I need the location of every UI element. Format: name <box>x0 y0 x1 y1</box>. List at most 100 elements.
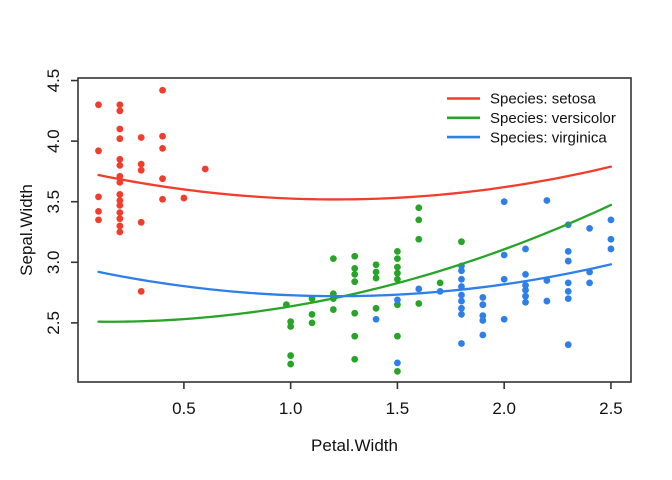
y-tick-label: 3.5 <box>44 190 63 214</box>
data-point <box>351 271 359 278</box>
data-point <box>394 367 401 375</box>
data-point <box>586 279 593 287</box>
data-point <box>372 304 380 312</box>
series-points-2 <box>372 197 615 367</box>
data-point <box>607 216 615 224</box>
x-tick-label: 1.5 <box>386 399 410 418</box>
y-axis-title: Sepal.Width <box>17 184 36 276</box>
data-point <box>159 86 166 94</box>
data-point <box>394 359 401 367</box>
legend-item-1: Species: versicolor <box>447 110 616 127</box>
data-point <box>116 155 124 163</box>
data-point <box>479 331 487 339</box>
data-point <box>116 101 124 109</box>
data-point <box>329 255 337 263</box>
data-point <box>201 165 209 173</box>
data-point <box>479 317 487 324</box>
y-tick-label: 2.5 <box>44 311 63 335</box>
fit-curve-0 <box>97 165 613 201</box>
data-point <box>458 267 465 275</box>
data-point <box>522 271 529 278</box>
data-point <box>394 247 401 255</box>
data-point <box>351 278 359 286</box>
legend-label: Species: virginica <box>490 129 607 146</box>
data-point <box>564 341 572 349</box>
data-point <box>479 312 487 320</box>
data-point <box>607 235 615 243</box>
data-point <box>564 295 572 303</box>
x-tick-label: 2.5 <box>599 399 623 418</box>
data-point <box>458 310 465 318</box>
data-point <box>564 257 572 265</box>
data-point <box>137 160 145 168</box>
data-point <box>137 287 145 295</box>
data-point <box>180 194 188 202</box>
data-point <box>479 301 487 309</box>
data-point <box>543 297 551 305</box>
data-point <box>522 286 529 294</box>
data-point <box>159 175 166 183</box>
x-tick-label: 1.0 <box>279 399 303 418</box>
data-point <box>522 281 529 289</box>
data-point <box>458 297 465 305</box>
data-point <box>394 296 401 304</box>
plot-border <box>77 77 632 383</box>
data-point <box>415 285 423 293</box>
data-point <box>95 101 102 109</box>
data-point <box>458 283 465 290</box>
data-point <box>329 306 337 313</box>
data-point <box>586 224 593 232</box>
data-point <box>372 315 380 323</box>
data-point <box>436 279 444 287</box>
data-point <box>500 198 508 206</box>
data-point <box>522 298 529 306</box>
data-point <box>607 245 615 253</box>
data-point <box>159 144 166 152</box>
data-point <box>394 301 401 309</box>
data-point <box>116 201 124 209</box>
fit-curve-2 <box>97 263 613 298</box>
data-point <box>351 355 359 363</box>
data-point <box>287 318 295 326</box>
legend-label: Species: setosa <box>490 91 597 108</box>
data-point <box>287 323 295 330</box>
data-point <box>95 147 102 155</box>
series-points-1 <box>282 204 465 375</box>
data-point <box>564 247 572 255</box>
data-point <box>500 251 508 259</box>
data-point <box>116 125 124 133</box>
data-point <box>458 291 465 299</box>
data-point <box>287 352 295 359</box>
data-point <box>351 264 359 272</box>
x-axis-title: Petal.Width <box>311 436 398 455</box>
data-point <box>372 274 380 282</box>
data-point <box>137 166 145 174</box>
data-point <box>522 245 529 253</box>
data-point <box>394 263 401 271</box>
data-point <box>415 204 423 212</box>
legend-label: Species: versicolor <box>490 110 616 127</box>
data-point <box>159 195 166 203</box>
data-point <box>564 287 572 295</box>
data-point <box>415 300 423 307</box>
data-point <box>458 304 465 312</box>
data-point <box>116 191 124 198</box>
y-tick-label: 4.5 <box>44 69 63 93</box>
data-point <box>137 218 145 226</box>
x-tick-label: 2.0 <box>492 399 516 418</box>
legend-item-2: Species: virginica <box>447 129 607 146</box>
legend-item-0: Species: setosa <box>447 91 597 108</box>
y-tick-label: 4.0 <box>44 129 63 153</box>
data-point <box>543 197 551 204</box>
data-point <box>116 215 124 223</box>
data-point <box>95 193 102 201</box>
data-point <box>522 292 529 300</box>
data-point <box>351 309 359 317</box>
data-point <box>116 107 124 115</box>
data-point <box>351 252 359 260</box>
data-point <box>116 209 124 217</box>
data-point <box>458 238 465 246</box>
data-point <box>479 294 487 301</box>
